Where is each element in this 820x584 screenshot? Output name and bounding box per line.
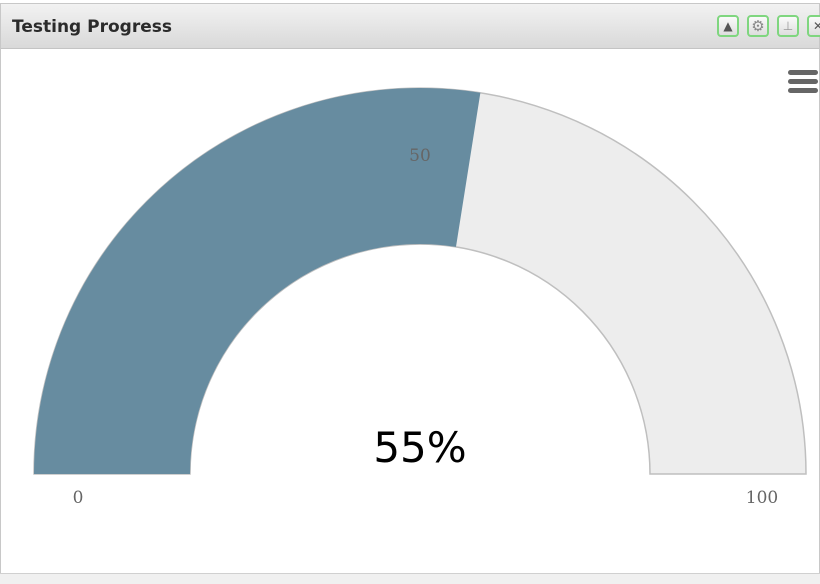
settings-button[interactable]: ⚙ xyxy=(747,15,769,37)
gauge-value-label: 55% xyxy=(373,423,466,472)
close-button[interactable]: ✕ xyxy=(807,15,820,37)
collapse-icon: ▲ xyxy=(723,19,733,33)
gauge-fill xyxy=(34,88,481,474)
tick-label-mid: 50 xyxy=(409,146,431,166)
next-panel-edge xyxy=(0,573,820,584)
gear-icon: ⚙ xyxy=(751,17,765,35)
tick-label-max: 100 xyxy=(746,488,778,508)
panel-title: Testing Progress xyxy=(12,17,172,37)
chart-menu-button[interactable] xyxy=(788,70,818,96)
pin-button[interactable]: ⊥ xyxy=(777,15,799,37)
panel-header: Testing Progress ▲ ⚙ ⊥ ✕ xyxy=(1,4,820,49)
hamburger-icon xyxy=(788,70,818,75)
close-icon: ✕ xyxy=(812,19,820,33)
tick-label-min: 0 xyxy=(73,488,84,508)
collapse-button[interactable]: ▲ xyxy=(717,15,739,37)
pin-icon: ⊥ xyxy=(782,19,794,33)
